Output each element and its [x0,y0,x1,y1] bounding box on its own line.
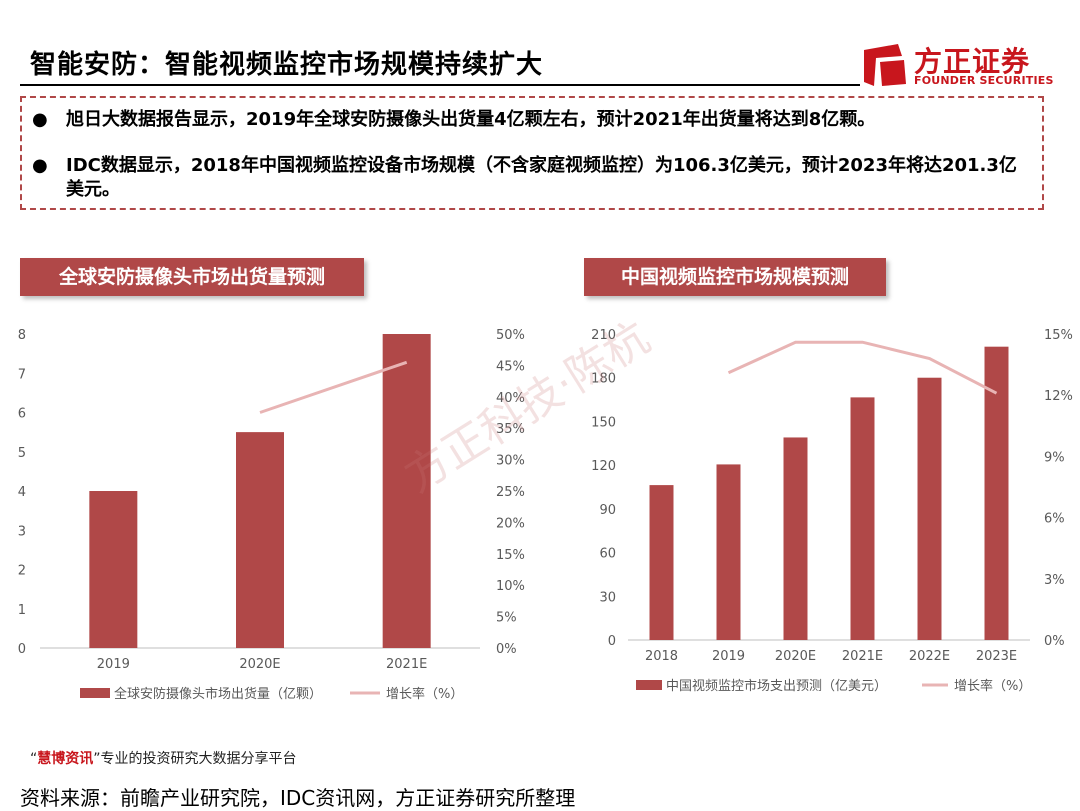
y-tick-label: 2 [18,564,26,579]
x-tick-label: 2021E [386,657,427,672]
bar [89,491,138,648]
y-tick-label: 150 [591,415,616,430]
brand-logo: 方正证券 FOUNDER SECURITIES [862,40,1062,90]
y-tick-label: 0 [18,642,26,657]
page-title: 智能安防：智能视频监控市场规模持续扩大 [30,50,544,80]
note-text: 旭日大数据报告显示，2019年全球安防摄像头出货量4亿颗左右，预计2021年出货… [66,109,876,130]
chart-2-title: 中国视频监控市场规模预测 [584,258,886,296]
y2-tick-label: 12% [1044,389,1073,404]
founder-logo-icon [864,44,906,86]
logo-english-text: FOUNDER SECURITIES [914,74,1054,87]
y-tick-label: 60 [599,547,616,562]
source-note: 资料来源：前瞻产业研究院，IDC资讯网，方正证券研究所整理 [20,786,576,810]
y2-tick-label: 20% [496,516,525,531]
x-tick-label: 2018 [645,649,678,664]
x-tick-label: 2019 [97,657,130,672]
platform-highlight: 慧博资讯 [37,751,94,767]
y2-tick-label: 6% [1044,512,1065,527]
bullet-icon: ● [32,109,48,130]
x-tick-label: 2020E [239,657,280,672]
y-tick-label: 8 [18,328,26,343]
x-tick-label: 2021E [842,649,883,664]
bar [716,464,741,640]
y-tick-label: 3 [18,524,26,539]
y-tick-label: 90 [599,503,616,518]
y2-tick-label: 3% [1044,573,1065,588]
platform-note: “慧博资讯”专业的投资研究大数据分享平台 [30,748,297,768]
y-tick-label: 1 [18,603,26,618]
y2-tick-label: 30% [496,454,525,469]
y-tick-label: 4 [18,485,26,500]
y2-tick-label: 35% [496,422,525,437]
bar [850,397,875,640]
y2-tick-label: 15% [496,548,525,563]
x-tick-label: 2020E [775,649,816,664]
title-underline [20,84,860,86]
x-tick-label: 2019 [712,649,745,664]
legend-label-line: 增长率（%） [386,686,463,702]
x-tick-label: 2023E [976,649,1017,664]
growth-rate-line [259,360,408,414]
notes-box: ● 旭日大数据报告显示，2019年全球安防摄像头出货量4亿颗左右，预计2021年… [20,96,1044,210]
legend-label-line: 增长率（%） [954,678,1031,694]
y-tick-label: 120 [591,459,616,474]
bar [649,485,674,640]
platform-rest: ”专业的投资研究大数据分享平台 [93,751,297,767]
y2-tick-label: 40% [496,391,525,406]
bar [984,346,1009,640]
y-tick-label: 5 [18,446,26,461]
y2-tick-label: 50% [496,328,525,343]
y2-tick-label: 10% [496,579,525,594]
bar [783,437,808,640]
y2-tick-label: 9% [1044,450,1065,465]
legend-label-bar: 中国视频监控市场支出预测（亿美元） [666,678,887,694]
note-item: ● IDC数据显示，2018年中国视频监控设备市场规模（不含家庭视频监控）为10… [32,154,1032,202]
bar [917,377,942,640]
y2-tick-label: 45% [496,359,525,374]
y-tick-label: 210 [591,328,616,343]
note-text: IDC数据显示，2018年中国视频监控设备市场规模（不含家庭视频监控）为106.… [66,155,1017,200]
bar [236,432,284,648]
y2-tick-label: 0% [496,642,517,657]
legend-swatch-bar [636,680,662,690]
y-tick-label: 7 [18,367,26,382]
growth-rate-line [727,340,998,395]
y-tick-label: 0 [608,634,616,649]
note-item: ● 旭日大数据报告显示，2019年全球安防摄像头出货量4亿颗左右，预计2021年… [32,108,1032,132]
y-tick-label: 6 [18,407,26,422]
bar [382,334,431,648]
legend-swatch-bar [80,688,110,698]
y-tick-label: 180 [591,372,616,387]
y2-tick-label: 5% [496,611,517,626]
y2-tick-label: 15% [1044,328,1073,343]
y2-tick-label: 0% [1044,634,1065,649]
logo-chinese-text: 方正证券 [914,45,1031,78]
quote-open: “ [30,751,38,767]
x-tick-label: 2022E [909,649,950,664]
y-tick-label: 30 [599,590,616,605]
chart-1-title: 全球安防摄像头市场出货量预测 [20,258,364,296]
legend-label-bar: 全球安防摄像头市场出货量（亿颗） [114,686,322,702]
y2-tick-label: 25% [496,485,525,500]
bullet-icon: ● [32,155,48,176]
